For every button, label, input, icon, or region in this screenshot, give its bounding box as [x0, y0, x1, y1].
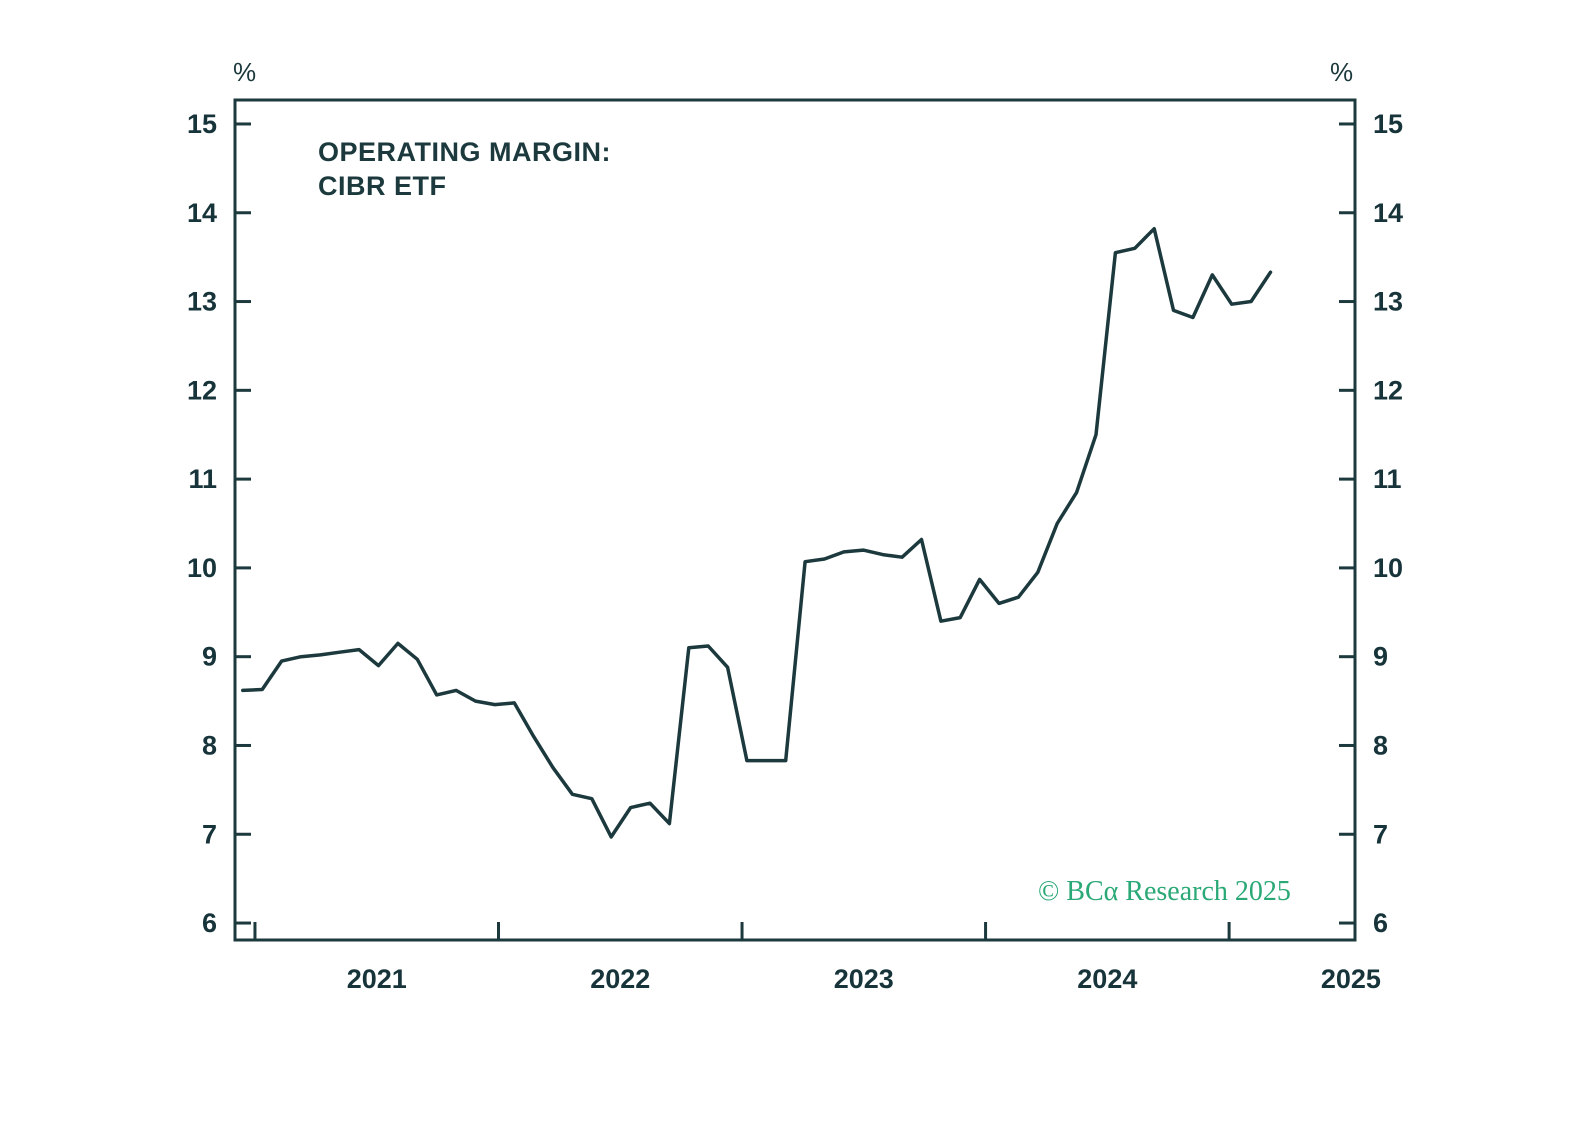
x-tick-label: 2025: [1321, 964, 1381, 994]
y-tick-label-left: 10: [187, 553, 217, 583]
y-tick-label-right: 8: [1373, 730, 1388, 760]
y-tick-label-right: 12: [1373, 375, 1403, 405]
copyright-text: © BCα Research 2025: [1038, 876, 1291, 907]
y-tick-label-right: 11: [1373, 464, 1402, 494]
x-tick-label: 2024: [1077, 964, 1137, 994]
y-tick-label-left: 14: [187, 198, 217, 228]
plot-frame: [233, 98, 1357, 942]
y-tick-label-left: 9: [202, 642, 217, 672]
y-tick-label-left: 15: [187, 109, 217, 139]
x-tick-label: 2023: [834, 964, 894, 994]
y-tick-label-left: 6: [202, 908, 217, 938]
y-tick-label-left: 13: [187, 287, 217, 317]
y-tick-label-right: 15: [1373, 109, 1403, 139]
chart-title: OPERATING MARGIN: CIBR ETF: [318, 136, 611, 204]
y-tick-label-left: 7: [202, 819, 217, 849]
y-axis-unit-right: %: [1330, 57, 1354, 87]
y-tick-label-right: 6: [1373, 908, 1388, 938]
chart-title-line-1: OPERATING MARGIN:: [318, 137, 611, 167]
y-tick-label-left: 11: [188, 464, 217, 494]
y-tick-label-right: 10: [1373, 553, 1403, 583]
y-tick-label-right: 7: [1373, 819, 1388, 849]
x-tick-label: 2022: [590, 964, 650, 994]
x-tick-label: 2021: [347, 964, 407, 994]
y-tick-label-right: 9: [1373, 642, 1388, 672]
chart-title-line-2: CIBR ETF: [318, 170, 447, 201]
y-tick-label-left: 8: [202, 730, 217, 760]
y-tick-label-right: 14: [1373, 198, 1403, 228]
series-line-operating-margin: [241, 226, 1273, 839]
y-axis-unit-left: %: [233, 57, 257, 87]
y-tick-label-right: 13: [1373, 287, 1403, 317]
y-tick-label-left: 12: [187, 375, 217, 405]
